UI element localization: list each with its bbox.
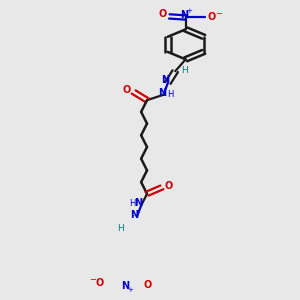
Text: N: N — [161, 75, 169, 85]
Text: O: O — [165, 181, 173, 191]
Text: N: N — [158, 88, 166, 98]
Text: O: O — [96, 278, 104, 288]
Text: O: O — [143, 280, 152, 290]
Text: O: O — [123, 85, 131, 95]
Text: N: N — [180, 10, 188, 20]
Text: N: N — [134, 198, 142, 208]
Text: −: − — [215, 9, 222, 18]
Text: N: N — [130, 210, 138, 220]
Text: N: N — [121, 281, 129, 291]
Text: H: H — [129, 199, 135, 208]
Text: −: − — [89, 275, 96, 284]
Text: O: O — [207, 12, 216, 22]
Text: +: + — [187, 8, 193, 14]
Text: H: H — [181, 66, 188, 75]
Text: +: + — [127, 287, 133, 293]
Text: H: H — [167, 90, 173, 99]
Text: O: O — [159, 9, 167, 19]
Text: H: H — [118, 224, 124, 233]
